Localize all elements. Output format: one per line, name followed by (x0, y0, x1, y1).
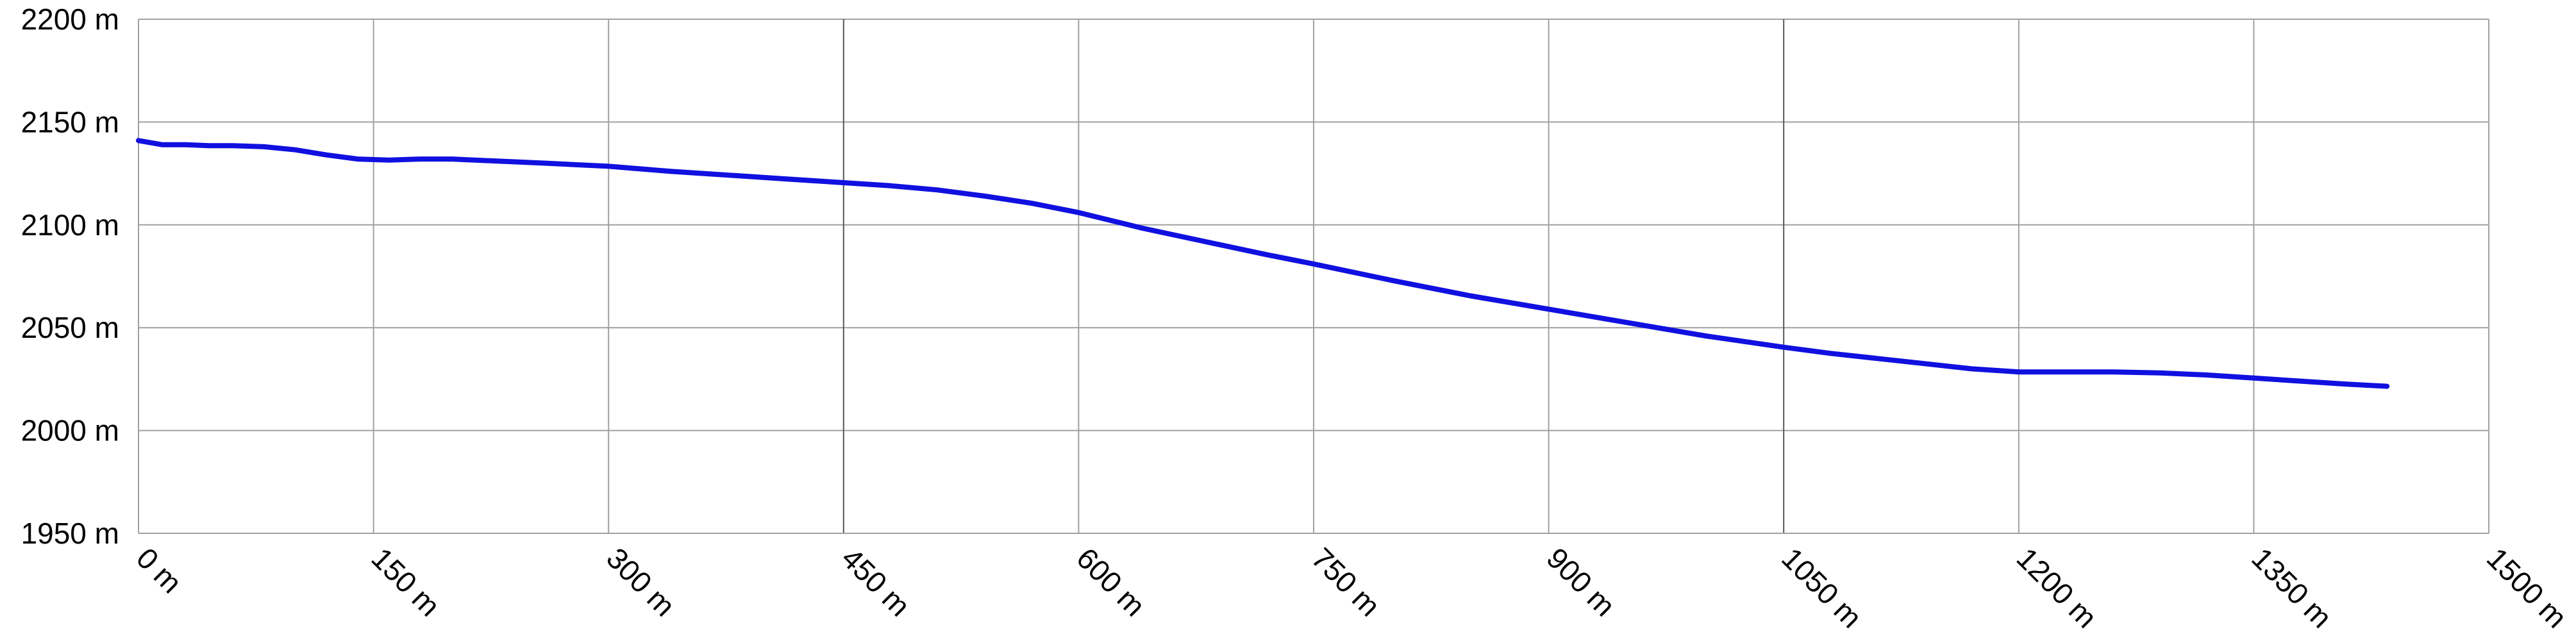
x-tick-label: 300 m (600, 541, 682, 622)
y-tick-label: 2100 m (21, 208, 119, 242)
x-tick-label: 1050 m (1775, 541, 1868, 634)
x-tick-label: 0 m (130, 541, 188, 599)
series-group (136, 138, 2390, 389)
x-tick-label: 600 m (1070, 541, 1151, 622)
x-tick-label: 1500 m (2480, 541, 2573, 634)
axes (138, 19, 2489, 534)
x-tick-label: 1350 m (2245, 541, 2338, 634)
x-tick-label: 150 m (365, 541, 447, 622)
x-tick-label: 900 m (1541, 541, 1622, 622)
y-axis-tick-labels: 1950 m 2000 m 2050 m 2100 m 2150 m 2200 m (21, 3, 119, 550)
y-tick-label: 2200 m (21, 3, 119, 36)
x-axis-tick-labels: 0 m 150 m 300 m 450 m 600 m 750 m 900 m 1050 m 1… (130, 541, 2573, 634)
x-tick-label: 1200 m (2011, 541, 2103, 634)
y-tick-label: 2150 m (21, 105, 119, 138)
x-tick-label: 750 m (1305, 541, 1387, 622)
y-tick-label: 1950 m (21, 517, 119, 550)
x-tick-label: 450 m (835, 541, 917, 622)
y-tick-label: 2050 m (21, 311, 119, 344)
y-tick-label: 2000 m (21, 414, 119, 447)
grid-lines (138, 19, 2489, 533)
elevation-series-line (136, 138, 2390, 389)
